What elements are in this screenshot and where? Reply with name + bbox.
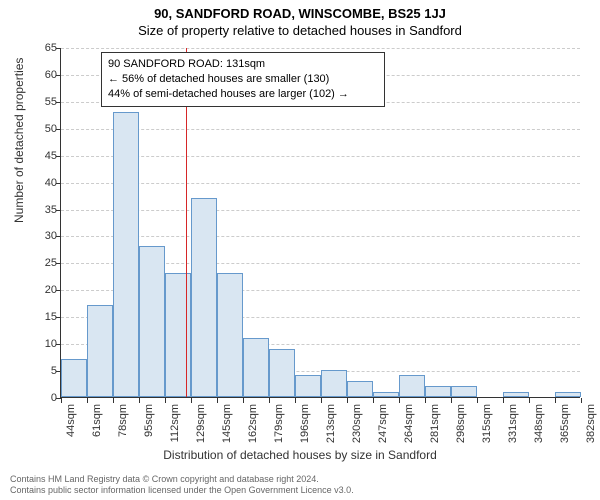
y-tick-label: 45: [31, 150, 57, 162]
x-tick-label: 315sqm: [481, 404, 493, 443]
chart-container: 90, SANDFORD ROAD, WINSCOMBE, BS25 1JJ S…: [0, 0, 600, 500]
y-tick-label: 5: [31, 365, 57, 377]
x-tick-label: 298sqm: [455, 404, 467, 443]
x-tick-label: 145sqm: [221, 404, 233, 443]
x-tick-mark: [373, 398, 374, 403]
grid-line: [61, 48, 580, 49]
x-tick-mark: [321, 398, 322, 403]
histogram-bar: [555, 392, 581, 397]
x-tick-mark: [217, 398, 218, 403]
x-tick-label: 78sqm: [117, 404, 129, 437]
histogram-bar: [425, 386, 451, 397]
x-tick-label: 61sqm: [91, 404, 103, 437]
x-tick-label: 365sqm: [559, 404, 571, 443]
x-tick-mark: [243, 398, 244, 403]
x-tick-label: 331sqm: [507, 404, 519, 443]
x-tick-label: 247sqm: [377, 404, 389, 443]
histogram-bar: [269, 349, 295, 397]
x-tick-mark: [581, 398, 582, 403]
x-tick-label: 213sqm: [325, 404, 337, 443]
x-tick-mark: [503, 398, 504, 403]
x-tick-mark: [87, 398, 88, 403]
histogram-bar: [139, 246, 165, 397]
x-tick-label: 112sqm: [169, 404, 181, 442]
histogram-bar: [113, 112, 139, 397]
histogram-bar: [87, 305, 113, 397]
callout-line1: 90 SANDFORD ROAD: 131sqm: [108, 57, 378, 72]
x-tick-mark: [451, 398, 452, 403]
x-tick-mark: [113, 398, 114, 403]
x-tick-label: 348sqm: [533, 404, 545, 443]
x-tick-label: 179sqm: [273, 404, 285, 443]
x-tick-mark: [139, 398, 140, 403]
x-tick-label: 230sqm: [351, 404, 363, 443]
y-tick-label: 65: [31, 42, 57, 54]
callout-line2: ← 56% of detached houses are smaller (13…: [108, 72, 378, 87]
x-tick-mark: [555, 398, 556, 403]
footer-attribution: Contains HM Land Registry data © Crown c…: [10, 474, 354, 497]
x-axis-label: Distribution of detached houses by size …: [0, 448, 600, 462]
y-tick-label: 50: [31, 123, 57, 135]
histogram-bar: [451, 386, 477, 397]
histogram-bar: [321, 370, 347, 397]
x-tick-label: 196sqm: [299, 404, 311, 443]
x-tick-mark: [191, 398, 192, 403]
plot-region: 0510152025303540455055606544sqm61sqm78sq…: [60, 48, 580, 398]
x-tick-label: 382sqm: [585, 404, 597, 443]
histogram-bar: [61, 359, 87, 397]
x-tick-mark: [165, 398, 166, 403]
y-tick-label: 40: [31, 177, 57, 189]
x-tick-label: 162sqm: [247, 404, 259, 443]
x-tick-label: 95sqm: [143, 404, 155, 437]
callout-line3: 44% of semi-detached houses are larger (…: [108, 87, 378, 102]
y-tick-label: 20: [31, 284, 57, 296]
y-tick-label: 30: [31, 230, 57, 242]
y-tick-label: 35: [31, 204, 57, 216]
x-tick-mark: [529, 398, 530, 403]
x-tick-mark: [399, 398, 400, 403]
callout-box: 90 SANDFORD ROAD: 131sqm← 56% of detache…: [101, 52, 385, 107]
x-tick-label: 129sqm: [195, 404, 207, 443]
footer-line1: Contains HM Land Registry data © Crown c…: [10, 474, 354, 485]
x-tick-label: 281sqm: [429, 404, 441, 443]
x-tick-mark: [347, 398, 348, 403]
histogram-bar: [191, 198, 217, 397]
histogram-bar: [295, 375, 321, 397]
x-tick-label: 264sqm: [403, 404, 415, 443]
y-tick-label: 25: [31, 257, 57, 269]
chart-title-sub: Size of property relative to detached ho…: [0, 21, 600, 38]
y-axis-label: Number of detached properties: [12, 58, 26, 223]
histogram-bar: [399, 375, 425, 397]
y-tick-label: 10: [31, 338, 57, 350]
histogram-bar: [243, 338, 269, 397]
x-tick-mark: [295, 398, 296, 403]
y-tick-label: 15: [31, 311, 57, 323]
histogram-bar: [217, 273, 243, 397]
y-tick-label: 0: [31, 392, 57, 404]
chart-plot-area: 0510152025303540455055606544sqm61sqm78sq…: [60, 48, 580, 398]
histogram-bar: [503, 392, 529, 397]
footer-line2: Contains public sector information licen…: [10, 485, 354, 496]
histogram-bar: [373, 392, 399, 397]
y-tick-label: 55: [31, 96, 57, 108]
x-tick-mark: [269, 398, 270, 403]
x-tick-mark: [61, 398, 62, 403]
x-tick-label: 44sqm: [65, 404, 77, 437]
x-tick-mark: [425, 398, 426, 403]
histogram-bar: [347, 381, 373, 397]
x-tick-mark: [477, 398, 478, 403]
chart-title-main: 90, SANDFORD ROAD, WINSCOMBE, BS25 1JJ: [0, 0, 600, 21]
y-tick-label: 60: [31, 69, 57, 81]
